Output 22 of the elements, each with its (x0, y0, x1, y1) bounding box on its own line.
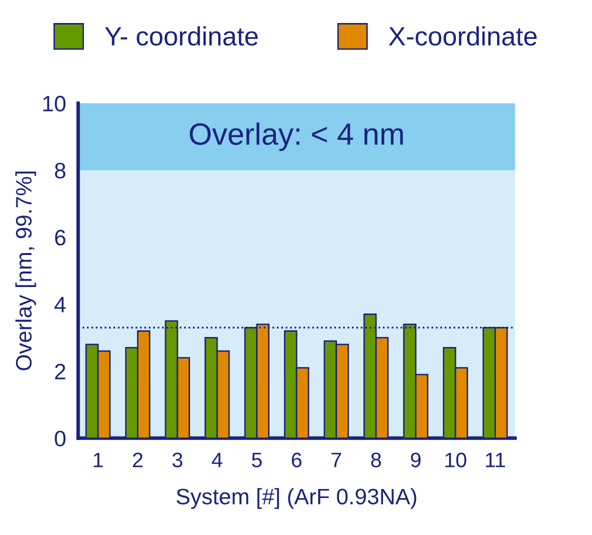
x-tick-label: 2 (132, 452, 142, 468)
x-tick-label: 11 (486, 452, 505, 468)
x-tick-label: 5 (252, 452, 262, 468)
legend-label: X-coordinate (388, 26, 537, 46)
x-tick-label: 4 (212, 452, 222, 468)
x-tick-label: 3 (172, 452, 182, 468)
x-tick-label: 10 (445, 452, 466, 468)
y-tick-label: 4 (54, 296, 66, 312)
x-tick-label: 1 (94, 452, 103, 468)
y-tick-label: 8 (54, 162, 66, 179)
x-tick-label: 6 (292, 452, 302, 468)
y-tick-label: 10 (43, 96, 66, 112)
y-tick-label: 2 (55, 364, 66, 380)
band-label: Overlay: < 4 nm (190, 122, 403, 151)
y-tick-label: 6 (55, 230, 66, 246)
y-axis-title: Overlay [nm, 99.7%] (15, 172, 36, 370)
y-tick-label: 0 (54, 430, 66, 446)
legend-label: Y- coordinate (104, 26, 258, 46)
x-tick-label: 9 (410, 452, 421, 468)
x-tick-label: 8 (371, 452, 381, 468)
x-tick-label: 7 (332, 452, 342, 468)
x-axis-title: System [#] (ArF 0.93NA) (176, 488, 416, 509)
